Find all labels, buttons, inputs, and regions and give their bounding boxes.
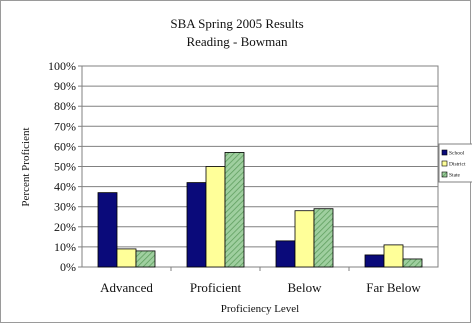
- bar-state-advanced: [135, 250, 156, 268]
- bar-district-below: [294, 210, 315, 268]
- y-tick-label: 100%: [48, 59, 76, 73]
- legend-swatch-district: [441, 160, 448, 167]
- chart-title: SBA Spring 2005 Results: [170, 16, 303, 31]
- x-axis-title: Proficiency Level: [221, 303, 300, 315]
- bar-district-far-below: [383, 244, 404, 268]
- bar-school-proficient: [186, 182, 207, 268]
- y-tick-label: 10%: [54, 240, 76, 254]
- bars: [97, 152, 423, 268]
- legend-label-school: School: [449, 151, 465, 157]
- bar-district-advanced: [116, 248, 137, 268]
- x-tick-label: Advanced: [100, 280, 153, 295]
- bar-school-below: [275, 240, 296, 268]
- legend: School District State: [438, 143, 472, 183]
- bar-state-proficient: [224, 152, 245, 268]
- y-tick-labels: 0% 10% 20% 30% 40% 50% 60% 70% 80% 90% 100%: [48, 59, 76, 274]
- bar-state-below: [313, 208, 334, 268]
- y-tick-label: 20%: [54, 220, 76, 234]
- bar-state-far-below: [402, 258, 423, 268]
- gridlines: [78, 65, 438, 271]
- y-tick-label: 80%: [54, 99, 76, 113]
- category-labels: Advanced Proficient Below Far Below: [100, 280, 421, 295]
- bar-school-far-below: [364, 254, 385, 268]
- y-tick-label: 60%: [54, 139, 76, 153]
- bar-school-advanced: [97, 192, 118, 268]
- y-tick-label: 30%: [54, 200, 76, 214]
- legend-swatch-school: [441, 149, 448, 156]
- legend-label-district: District: [449, 162, 466, 168]
- bar-district-proficient: [205, 166, 226, 268]
- y-tick-label: 50%: [54, 160, 76, 174]
- y-tick-label: 0%: [60, 260, 76, 274]
- legend-label-state: State: [449, 173, 461, 179]
- chart-subtitle: Reading - Bowman: [186, 34, 288, 49]
- y-axis-title: Percent Proficient: [20, 127, 32, 206]
- y-tick-label: 40%: [54, 180, 76, 194]
- y-tick-label: 90%: [54, 79, 76, 93]
- x-tick-label: Below: [288, 280, 323, 295]
- y-tick-label: 70%: [54, 119, 76, 133]
- x-tick-label: Proficient: [190, 280, 242, 295]
- x-tick-label: Far Below: [366, 280, 421, 295]
- legend-swatch-state: [441, 171, 448, 178]
